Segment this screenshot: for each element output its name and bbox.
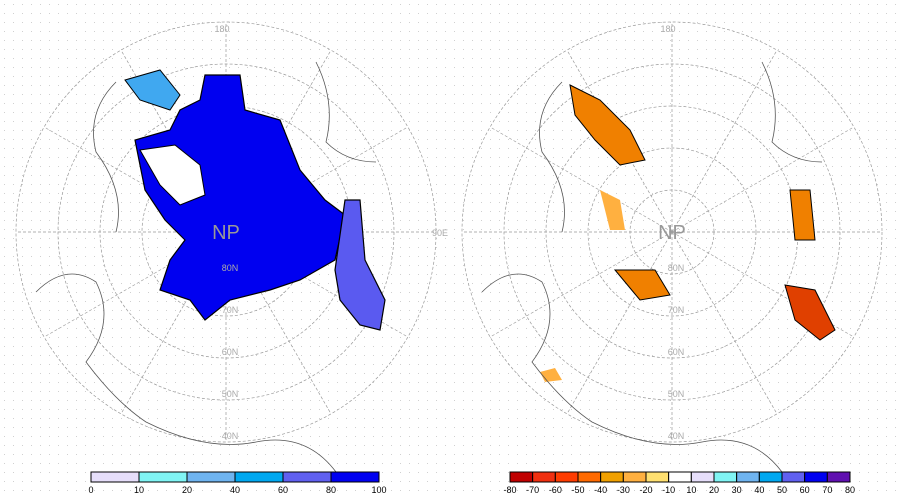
colorbar-tick-label: -70 (526, 485, 539, 495)
colorbar-tick-label: 80 (845, 485, 855, 495)
longitude-label-top: 180 (660, 24, 675, 34)
colorbar-tick-label: 40 (754, 485, 764, 495)
latitude-label: 80N (668, 263, 685, 273)
colorbar-swatch (781, 471, 806, 483)
latitude-label: 70N (222, 305, 239, 315)
meridian (671, 126, 855, 233)
negative-anomaly (789, 189, 816, 241)
colorbar-swatch (668, 471, 692, 483)
latitude-label: 40N (668, 431, 685, 441)
meridian (671, 49, 778, 233)
left-map-ice-concentration: NP 180 90E 80N 70N 60N 50N 40N (15, 21, 448, 473)
colorbar-tick-label: 60 (278, 485, 288, 495)
colorbar-swatch (826, 471, 851, 483)
colorbar-swatch (532, 471, 556, 483)
colorbar-swatch (330, 471, 380, 483)
north-pole-label: NP (212, 222, 240, 244)
land-greenland (139, 144, 206, 206)
negative-anomaly (569, 84, 646, 166)
ice-region-east (334, 199, 386, 331)
colorbar-tick-label: 80 (326, 485, 336, 495)
colorbar-swatch (138, 471, 188, 483)
colorbar-tick-label: 10 (686, 485, 696, 495)
longitude-label-top: 180 (214, 24, 229, 34)
colorbar-swatch (645, 471, 670, 483)
colorbar-tick-label: -80 (503, 485, 516, 495)
colorbar-swatch (509, 471, 534, 483)
colorbar-tick-label: 30 (732, 485, 742, 495)
north-pole-label: NP (658, 222, 686, 244)
colorbar-swatch (234, 471, 284, 483)
colorbar-tick-label: -20 (639, 485, 652, 495)
colorbar-swatch (736, 471, 760, 483)
colorbar-tick-label: -10 (662, 485, 675, 495)
latitude-label: 50N (668, 389, 685, 399)
colorbar-swatch (554, 471, 579, 483)
colorbar-swatch (690, 471, 715, 483)
meridian (489, 126, 673, 233)
colorbar-tick-label: 100 (371, 485, 386, 495)
latitude-circle (461, 21, 883, 443)
colorbar-swatch (282, 471, 332, 483)
colorbar-tick-label: -60 (549, 485, 562, 495)
negative-anomaly (784, 284, 836, 341)
right-colorbar: -80 -70 -60 -50 -40 -30 -20 -10 10 20 30 40 50 60 70 80 (503, 471, 855, 495)
latitude-label: 60N (668, 347, 685, 357)
latitude-label: 60N (222, 347, 239, 357)
colorbar-swatch (804, 471, 828, 483)
longitude-label-right: 90E (432, 228, 448, 238)
coastline (481, 61, 823, 473)
colorbar-tick-label: 20 (182, 485, 192, 495)
ice-region-northwest (124, 69, 181, 111)
colorbar-tick-label: -30 (617, 485, 630, 495)
colorbar-tick-label: 40 (230, 485, 240, 495)
colorbar-tick-label: 20 (709, 485, 719, 495)
meridian (671, 231, 778, 415)
latitude-label: 40N (222, 431, 239, 441)
latitude-label: 50N (222, 389, 239, 399)
colorbar-tick-label: 50 (777, 485, 787, 495)
colorbar-tick-label: -50 (571, 485, 584, 495)
colorbar-tick-label: 0 (88, 485, 93, 495)
meridian (566, 231, 673, 415)
colorbar-tick-label: -40 (594, 485, 607, 495)
latitude-label: 70N (668, 305, 685, 315)
colorbar-tick-label: 60 (800, 485, 810, 495)
ice-region (134, 74, 346, 321)
negative-anomaly (613, 269, 671, 301)
right-map-anomaly: NP 180 80N 70N 60N 50N 40N (461, 21, 883, 473)
negative-anomaly (600, 190, 625, 230)
latitude-label: 80N (222, 263, 239, 273)
colorbar-swatch (622, 471, 647, 483)
colorbar-swatch (186, 471, 236, 483)
coastline (35, 61, 377, 473)
latitude-circle (587, 147, 757, 317)
colorbar-tick-label: 70 (822, 485, 832, 495)
colorbar-swatch (577, 471, 602, 483)
left-colorbar: 0 10 20 40 60 80 100 (88, 471, 387, 495)
colorbar-swatch (600, 471, 624, 483)
colorbar-swatch (90, 471, 140, 483)
latitude-circle (15, 21, 437, 443)
colorbar-swatch (758, 471, 783, 483)
colorbar-tick-label: 10 (134, 485, 144, 495)
colorbar-swatch (713, 471, 738, 483)
negative-anomaly (540, 368, 562, 382)
meridian (489, 231, 673, 338)
